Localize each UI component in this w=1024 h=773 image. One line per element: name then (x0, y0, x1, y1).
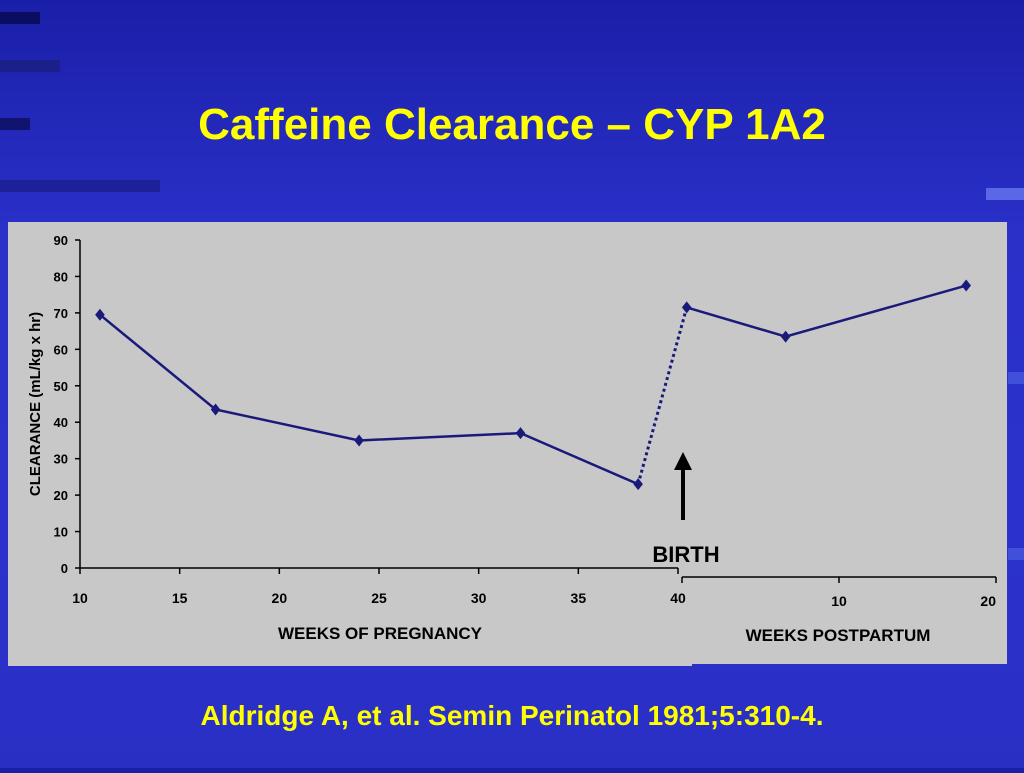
data-point-postpartum (681, 301, 692, 314)
y-tick-label: 0 (61, 561, 68, 576)
x-tick-label-pregnancy: 35 (571, 590, 587, 606)
x-tick-label-pregnancy: 20 (272, 590, 288, 606)
decor-stripe (1008, 372, 1024, 384)
data-point-pregnancy (354, 434, 364, 447)
data-point-pregnancy (95, 308, 105, 321)
y-tick-label: 40 (54, 415, 68, 430)
x-tick-label-pregnancy: 30 (471, 590, 487, 606)
y-tick-label: 20 (54, 488, 68, 503)
text-layer: 0 10 20 30 40 50 60 70 80 90 CLEARANCE (mL/kg x hr… (27, 233, 996, 645)
x-axis-label-postpartum: WEEKS POSTPARTUM (746, 626, 931, 645)
chart-panel-postpartum (684, 222, 1007, 664)
axes-layer (75, 239, 997, 583)
chart-panel-pregnancy (8, 222, 692, 666)
data-point-postpartum (780, 330, 791, 343)
data-point-pregnancy (210, 403, 221, 416)
data-point-pregnancy (515, 427, 526, 440)
x-axis-label-pregnancy: WEEKS OF PREGNANCY (278, 624, 483, 643)
data-point-pregnancy (633, 478, 643, 491)
birth-arrow-head (674, 452, 692, 470)
y-tick-label: 30 (54, 452, 68, 467)
decor-stripe (1008, 548, 1024, 560)
decor-stripe (0, 12, 40, 24)
y-tick-label: 90 (54, 233, 68, 248)
x-tick-label-pregnancy: 25 (371, 590, 387, 606)
x-tick-label-pregnancy: 40 (670, 590, 686, 606)
decor-stripe (986, 188, 1024, 200)
y-tick-label: 50 (54, 379, 68, 394)
x-tick-label-pregnancy: 10 (72, 590, 88, 606)
slide-title: Caffeine Clearance – CYP 1A2 (198, 100, 826, 149)
y-tick-label: 80 (54, 269, 68, 284)
birth-label: BIRTH (652, 542, 719, 567)
y-tick-label: 70 (54, 306, 68, 321)
decor-stripe (0, 180, 160, 192)
x-tick-label-postpartum: 20 (980, 593, 996, 609)
x-tick-label-postpartum: 10 (831, 593, 847, 609)
y-tick-label: 60 (54, 342, 68, 357)
decor-stripe (0, 118, 30, 130)
series-layer (95, 279, 971, 520)
series-line-birth-transition (636, 307, 689, 485)
x-tick-label-pregnancy: 15 (172, 590, 188, 606)
decor-stripe (0, 60, 60, 72)
y-tick-label: 10 (54, 525, 68, 540)
citation: Aldridge A, et al. Semin Perinatol 1981;… (200, 700, 824, 731)
y-axis-label: CLEARANCE (mL/kg x hr) (27, 312, 44, 496)
data-point-postpartum (961, 279, 971, 292)
